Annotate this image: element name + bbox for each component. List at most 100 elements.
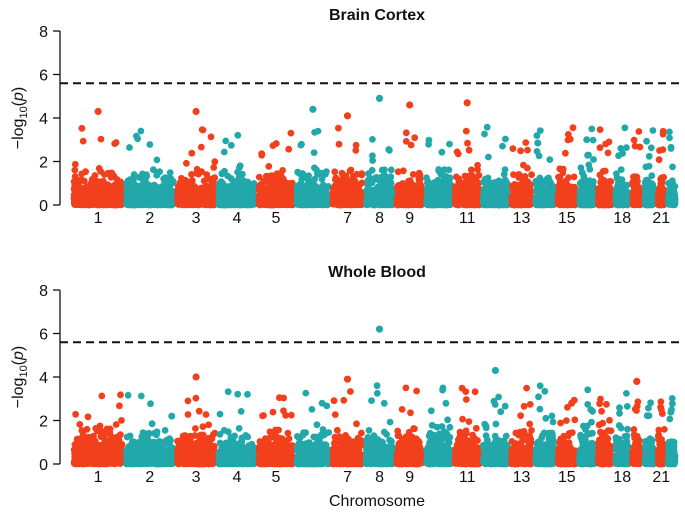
snp-point [352, 147, 360, 154]
snp-point [233, 190, 241, 198]
snp-point [151, 189, 159, 197]
snp-point [369, 152, 376, 160]
snp-point [387, 166, 395, 174]
snp-point [331, 168, 339, 176]
snp-point [248, 198, 256, 206]
snp-point [176, 186, 183, 194]
snp-point [163, 179, 171, 187]
snp-point [138, 174, 146, 182]
snp-point [417, 183, 424, 191]
snp-point [108, 169, 116, 177]
snp-point [425, 194, 433, 202]
snp-point [293, 199, 301, 207]
snp-point [71, 160, 79, 168]
snp-point [198, 126, 206, 133]
snp-point [88, 198, 96, 206]
snp-point [445, 182, 452, 190]
snp-point [200, 177, 208, 185]
snp-point [127, 201, 135, 209]
snp-point [438, 148, 446, 156]
snp-point [71, 195, 78, 203]
snp-point [467, 166, 475, 174]
snp-point [287, 129, 295, 137]
snp-point [79, 137, 87, 145]
snp-point [124, 188, 131, 196]
snp-point [99, 177, 107, 185]
snp-point [281, 187, 289, 195]
snp-point [156, 168, 164, 176]
snp-point [368, 176, 376, 184]
snp-point [296, 170, 304, 178]
snp-point [197, 143, 205, 151]
snp-point [97, 135, 105, 143]
snp-point [441, 166, 448, 174]
snp-point [70, 178, 78, 186]
snp-point [402, 129, 410, 137]
snp-point [258, 151, 266, 159]
snp-point [183, 182, 191, 190]
snp-point [425, 136, 433, 144]
snp-point [111, 140, 119, 148]
snp-point [352, 198, 360, 206]
snp-point [322, 198, 329, 206]
snp-point [365, 170, 372, 178]
snp-point [345, 193, 353, 201]
snp-point [310, 149, 318, 157]
snp-point [80, 177, 88, 185]
snp-point [117, 186, 125, 194]
snp-point [406, 194, 414, 202]
snp-point [312, 189, 320, 197]
snp-point [266, 172, 274, 180]
snp-point [446, 140, 453, 148]
snp-point [319, 181, 327, 189]
snp-point [377, 174, 384, 181]
snp-point [373, 184, 381, 192]
snp-point [311, 129, 318, 136]
snp-point [194, 200, 202, 208]
snp-point [351, 177, 359, 185]
panel-title: Brain Cortex [329, 7, 425, 24]
snp-point [279, 167, 286, 174]
snp-point [335, 140, 343, 148]
snp-point [426, 181, 434, 188]
snp-point [95, 165, 103, 172]
snp-point [411, 134, 419, 142]
snp-point [137, 127, 145, 135]
snp-point [335, 124, 342, 132]
snp-point [385, 146, 393, 153]
snp-point [235, 199, 242, 207]
snp-point [210, 164, 218, 171]
snp-point [285, 145, 293, 153]
snp-point [440, 197, 448, 205]
snp-point [268, 181, 276, 189]
snp-point [314, 170, 321, 178]
snp-point [269, 142, 277, 150]
snp-point [358, 170, 366, 178]
snp-point [196, 192, 204, 199]
snp-point [330, 193, 338, 201]
snp-point [134, 135, 142, 143]
snp-point [409, 171, 417, 178]
snp-point [380, 198, 388, 205]
snp-point [381, 166, 388, 174]
snp-point [211, 158, 219, 166]
snp-point [323, 190, 331, 198]
snp-point [207, 133, 215, 141]
snp-point [126, 144, 133, 151]
snp-point [308, 184, 316, 192]
snp-point [474, 161, 481, 169]
snp-point [88, 184, 96, 192]
snp-point [239, 170, 246, 178]
snp-point [137, 194, 144, 202]
snp-point [439, 178, 446, 185]
snp-point [146, 141, 154, 148]
snp-point [154, 200, 161, 208]
snp-point [133, 186, 140, 194]
snp-point [78, 124, 86, 132]
snp-point [404, 182, 412, 190]
snp-point [82, 168, 89, 176]
snp-point [369, 136, 376, 143]
snp-point [181, 196, 189, 204]
snp-point [204, 199, 212, 207]
snp-point [249, 190, 257, 198]
